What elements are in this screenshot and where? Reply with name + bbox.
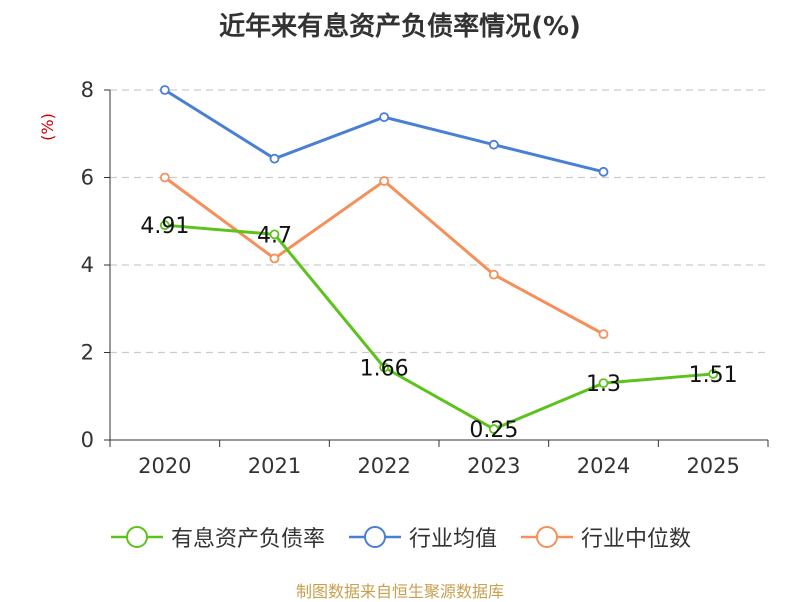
grid-lines [110,89,768,354]
chart-title: 近年来有息资产负债率情况(%) [219,12,581,42]
series-layer [159,85,719,434]
legend-swatch [110,526,163,548]
series-1 [159,85,609,177]
legend-label: 行业均值 [408,527,497,552]
legend-item[interactable]: 行业均值 [347,521,497,553]
y-tick-label: 4 [81,253,94,277]
series-line [164,88,604,174]
series-2 [159,172,609,340]
data-point [379,362,390,373]
data-point [269,253,280,264]
data-point [379,112,390,123]
data-label: 4.7 [257,223,292,248]
y-tick-label: 6 [81,166,94,190]
legend-swatch [348,526,401,548]
data-point [159,220,170,231]
x-tick-label: 2023 [467,454,520,478]
x-tick-label: 2025 [686,454,739,478]
legend: 有息资产负债率 行业均值 行业中位数 [0,520,800,554]
data-point [159,172,170,183]
legend-item[interactable]: 有息资产负债率 [109,521,325,553]
series-line [163,176,605,336]
data-label: 4.91 [140,214,189,239]
legend-swatch [521,526,573,548]
data-point [598,329,609,340]
x-tick-label: 2024 [577,454,630,478]
data-label: 1.51 [689,363,738,388]
legend-label: 有息资产负债率 [170,527,325,552]
data-point [598,166,609,177]
data-labels: 4.91 4.7 1.66 0.25 1.3 1.51 [140,214,737,443]
data-point [598,378,609,389]
legend-label: 行业中位数 [581,527,692,552]
axes: 0 2 4 6 8 2020 2021 2022 2023 2024 2025 [81,78,769,478]
y-tick-label: 0 [81,428,94,452]
y-tick-label: 2 [81,341,94,365]
legend-item[interactable]: 行业中位数 [519,521,691,553]
x-tick-label: 2022 [357,454,410,478]
y-tick-label: 8 [81,78,94,102]
source-note: 制图数据来自恒生聚源数据库 [295,582,504,601]
series-0 [159,220,719,434]
series-line [164,223,714,431]
data-point [488,424,499,434]
x-tick-label: 2020 [138,454,191,478]
data-point [159,85,170,95]
data-point [269,153,280,164]
data-point [708,369,719,379]
y-axis-label: (%) [38,113,57,141]
data-label: 1.3 [586,372,621,397]
data-label: 1.66 [360,356,409,381]
data-point [379,176,390,186]
data-label: 0.25 [469,418,518,443]
x-tick-label: 2021 [248,454,301,478]
data-point [488,139,499,150]
data-point [269,229,280,240]
data-point [488,269,499,280]
